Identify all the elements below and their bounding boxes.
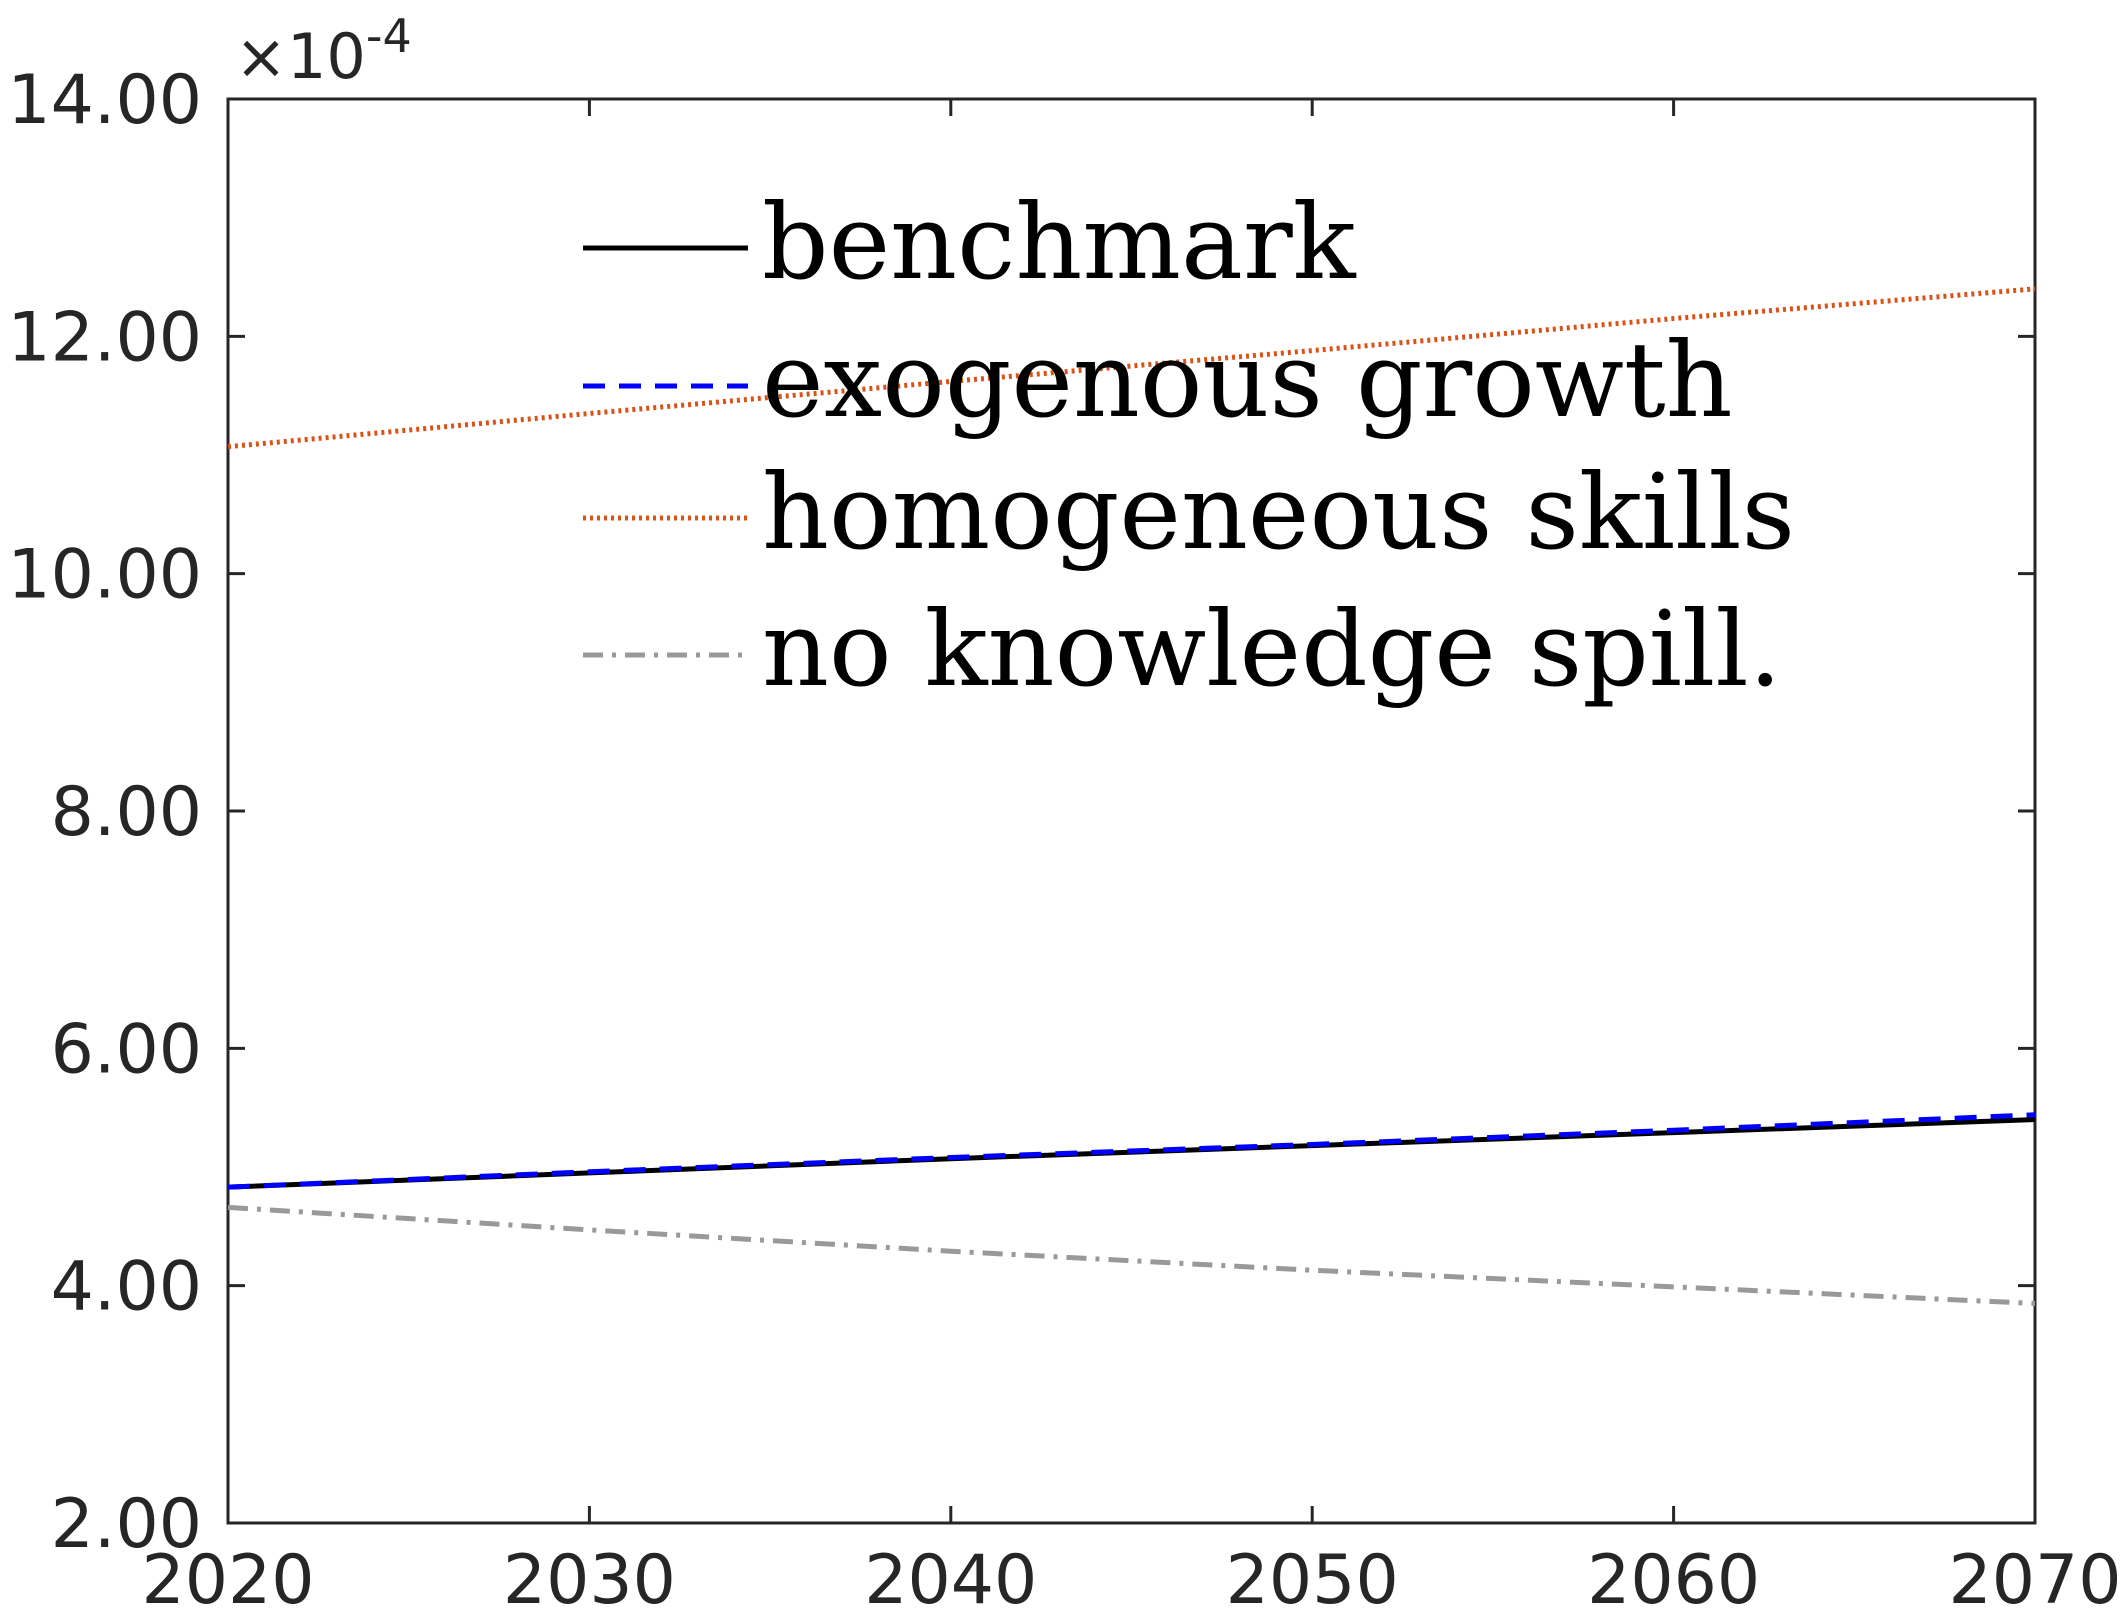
plot-area bbox=[226, 97, 2037, 1525]
series-lines bbox=[227, 286, 2036, 1306]
x-tick-label: 2060 bbox=[1587, 1541, 1760, 1620]
legend-label-3: no knowledge spill. bbox=[762, 588, 1782, 710]
series-line-2 bbox=[227, 286, 2036, 450]
series-line-1 bbox=[227, 1112, 2036, 1190]
y-tick-label: 2.00 bbox=[51, 1485, 202, 1564]
legend-label-0: benchmark bbox=[762, 181, 1357, 303]
axes bbox=[226, 97, 2037, 1525]
legend-label-2: homogeneous skills bbox=[762, 451, 1795, 573]
y-tick-label: 12.00 bbox=[7, 298, 202, 377]
x-tick-label: 2050 bbox=[1226, 1541, 1399, 1620]
y-multiplier-label: ×10-4 bbox=[235, 9, 412, 93]
y-tick-label: 10.00 bbox=[7, 536, 202, 615]
y-tick-label: 8.00 bbox=[51, 773, 202, 852]
y-tick-label: 14.00 bbox=[7, 61, 202, 140]
legend-label-1: exogenous growth bbox=[762, 319, 1733, 441]
x-tick-label: 2040 bbox=[864, 1541, 1037, 1620]
x-tick-label: 2030 bbox=[503, 1541, 676, 1620]
y-multiplier-exponent: -4 bbox=[366, 9, 412, 63]
y-multiplier-base: ×10 bbox=[235, 20, 366, 93]
axis-ticks: 2020 2030 2040 2050 2060 2070 2.00 4.00 6.00 8.00… bbox=[7, 61, 2121, 1620]
x-tick-label: 2020 bbox=[141, 1541, 314, 1620]
y-tick-label: 4.00 bbox=[51, 1248, 202, 1327]
y-tick-label: 6.00 bbox=[51, 1010, 202, 1089]
x-tick-label: 2070 bbox=[1948, 1541, 2121, 1620]
series-line-3 bbox=[227, 1204, 2036, 1306]
